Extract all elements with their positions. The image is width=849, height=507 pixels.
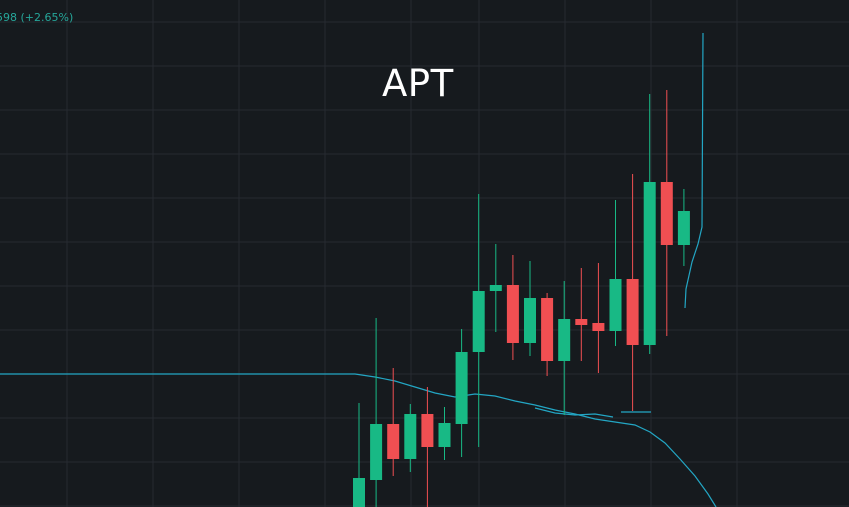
candle[interactable]	[404, 404, 417, 472]
candles	[353, 90, 690, 507]
candle[interactable]	[558, 281, 571, 415]
candle-body	[455, 352, 468, 424]
candle-body	[370, 424, 383, 480]
candle-body	[643, 182, 656, 345]
indicator-line	[684, 32, 704, 309]
candle[interactable]	[609, 200, 622, 346]
candle[interactable]	[592, 263, 605, 373]
candle-body	[438, 423, 451, 447]
price-change-readout: 598 (+2.65%)	[0, 11, 74, 24]
candle[interactable]	[472, 194, 485, 447]
candle[interactable]	[421, 387, 434, 507]
candle-body	[626, 279, 639, 345]
candle[interactable]	[524, 261, 536, 356]
candle-body	[677, 211, 690, 245]
candle[interactable]	[353, 403, 365, 507]
chart-title: APT	[382, 62, 454, 105]
candle[interactable]	[660, 90, 673, 336]
candle-body	[353, 478, 365, 507]
candle[interactable]	[677, 189, 690, 266]
candle-body	[387, 424, 400, 459]
moving-average-lines	[0, 32, 717, 507]
candle[interactable]	[387, 368, 400, 476]
candle-body	[541, 298, 554, 361]
candle-body	[506, 285, 519, 343]
candle-body	[524, 298, 536, 343]
candle[interactable]	[541, 293, 554, 376]
candle-body	[575, 319, 588, 325]
candle-body	[609, 279, 622, 331]
candle-body	[404, 414, 417, 459]
candle-body	[421, 414, 434, 447]
candle-body	[472, 291, 485, 352]
candle[interactable]	[489, 244, 502, 332]
indicator-line	[534, 407, 614, 418]
candle[interactable]	[506, 255, 519, 360]
candle[interactable]	[575, 268, 588, 361]
candle[interactable]	[643, 94, 656, 354]
candle[interactable]	[438, 407, 451, 460]
candle-body	[592, 323, 605, 331]
candle-body	[558, 319, 571, 361]
indicator-line	[0, 373, 717, 507]
candle-body	[660, 182, 673, 245]
candle[interactable]	[370, 318, 383, 507]
candle[interactable]	[626, 174, 639, 411]
candle-body	[489, 285, 502, 291]
candle[interactable]	[455, 329, 468, 457]
